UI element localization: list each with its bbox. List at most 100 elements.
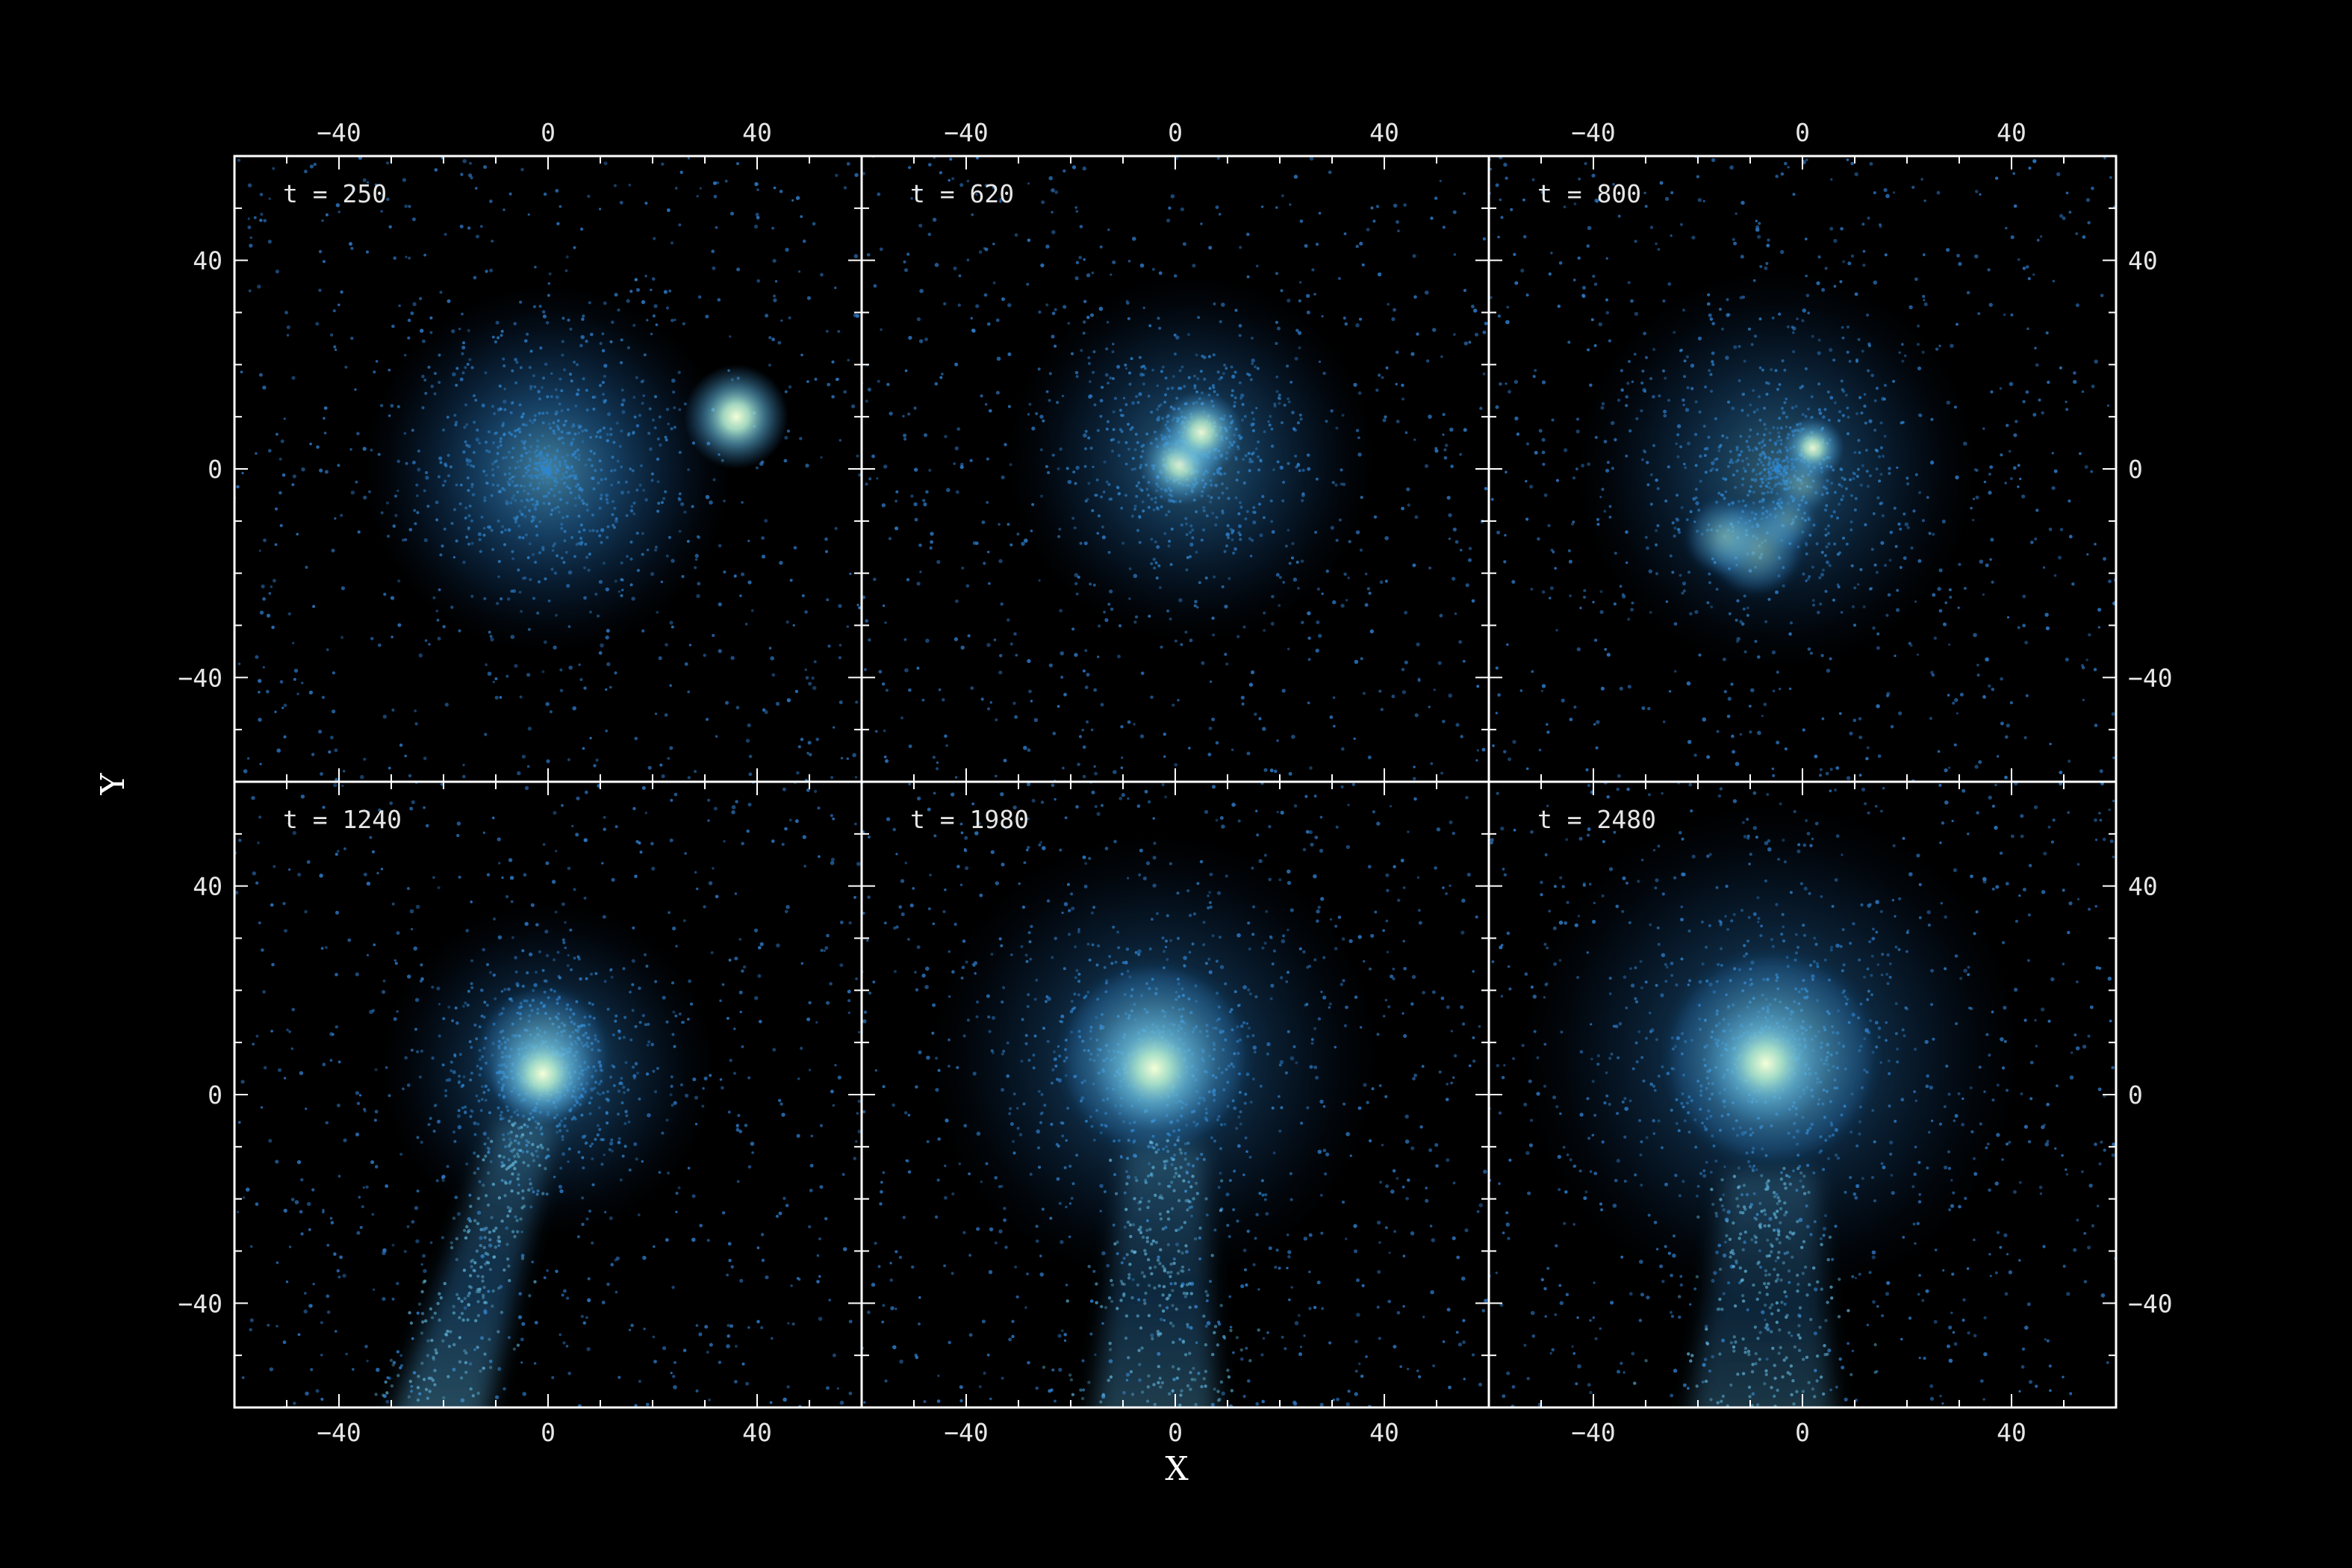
particle-point — [1858, 774, 1862, 777]
particle-point — [1244, 517, 1248, 520]
particle-point — [335, 777, 338, 782]
particle-point — [337, 1060, 341, 1064]
particle-point — [1781, 359, 1785, 363]
particle-point — [1508, 757, 1512, 762]
particle-point — [1343, 572, 1347, 576]
particle-point — [1332, 696, 1336, 700]
particle-point — [1380, 708, 1384, 712]
particle-point — [761, 536, 765, 540]
particle-point — [510, 900, 514, 903]
particle-point — [276, 1261, 279, 1264]
particle-point — [466, 1004, 470, 1007]
particle-point — [248, 289, 252, 293]
particle-point — [584, 839, 587, 842]
particle-point — [1130, 357, 1133, 361]
particle-point — [380, 210, 383, 213]
particle-point — [1013, 632, 1017, 636]
particle-point — [565, 1296, 570, 1300]
particle-point — [1045, 464, 1048, 468]
particle-point — [509, 876, 514, 880]
particle-point — [1124, 363, 1127, 367]
particle-point — [420, 329, 424, 333]
particle-point — [355, 480, 358, 484]
particle-point — [603, 375, 606, 378]
particle-point — [1594, 198, 1599, 202]
particle-point — [1772, 476, 1776, 479]
particle-point — [396, 1350, 400, 1354]
particle-point — [1359, 317, 1362, 321]
particle-point — [1836, 516, 1839, 520]
particle-point — [1329, 715, 1334, 719]
particle-point — [1732, 237, 1735, 241]
particle-point — [728, 1259, 732, 1263]
particle-point — [2017, 626, 2020, 629]
particle-point — [355, 1091, 359, 1095]
particle-point — [1269, 414, 1272, 418]
particle-point — [975, 304, 980, 308]
particle-point — [527, 500, 531, 503]
particle-point — [485, 482, 489, 485]
particle-point — [529, 385, 533, 388]
particle-point — [1117, 454, 1121, 458]
particle-point — [497, 837, 501, 841]
particle-point — [313, 163, 317, 167]
particle-point — [1573, 705, 1577, 709]
particle-point — [1777, 431, 1781, 435]
particle-point — [704, 1325, 709, 1329]
particle-point — [824, 537, 828, 541]
particle-point — [1443, 448, 1447, 452]
particle-point — [819, 1124, 824, 1127]
particle-point — [1489, 296, 1493, 299]
particle-point — [1148, 324, 1152, 328]
particle-point — [715, 225, 718, 229]
particle-point — [568, 665, 573, 670]
particle-point — [291, 483, 295, 487]
particle-point — [563, 462, 567, 466]
particle-point — [736, 267, 741, 272]
particle-point — [754, 181, 759, 187]
particle-point — [1726, 715, 1731, 718]
particle-point — [462, 159, 467, 164]
particle-point — [1482, 372, 1486, 376]
particle-point — [488, 971, 492, 974]
particle-point — [1740, 459, 1744, 463]
particle-point — [1158, 586, 1162, 589]
particle-point — [414, 709, 417, 712]
particle-point — [619, 201, 623, 205]
particle-point — [263, 219, 267, 223]
particle-point — [538, 457, 542, 460]
particle-point — [730, 211, 734, 216]
particle-point — [545, 411, 549, 414]
particle-point — [549, 458, 553, 462]
particle-point — [573, 450, 577, 454]
particle-point — [1770, 469, 1774, 473]
particle-point — [1914, 277, 1918, 281]
particle-point — [560, 477, 564, 481]
particle-point — [1251, 422, 1255, 426]
particle-point — [745, 1381, 750, 1386]
particle-point — [510, 432, 514, 436]
particle-point — [561, 474, 565, 478]
particle-point — [908, 335, 912, 340]
particle-point — [727, 1110, 731, 1114]
particle-point — [293, 668, 299, 673]
particle-point — [1759, 265, 1763, 268]
particle-point — [470, 482, 474, 486]
particle-point — [1876, 646, 1880, 650]
particle-point — [1760, 446, 1764, 449]
particle-point — [2085, 659, 2088, 662]
particle-point — [577, 432, 581, 435]
particle-point — [585, 408, 589, 412]
particle-point — [2004, 775, 2008, 780]
particle-point — [337, 303, 340, 307]
particle-point — [1697, 198, 1702, 202]
particle-point — [1983, 480, 1987, 484]
particle-point — [599, 435, 603, 439]
particle-point — [388, 225, 392, 228]
particle-point — [1301, 492, 1305, 496]
particle-point — [1978, 760, 1982, 765]
particle-point — [910, 197, 913, 200]
particle-point — [885, 688, 889, 692]
particle-point — [864, 668, 867, 671]
particle-point — [1525, 293, 1529, 297]
